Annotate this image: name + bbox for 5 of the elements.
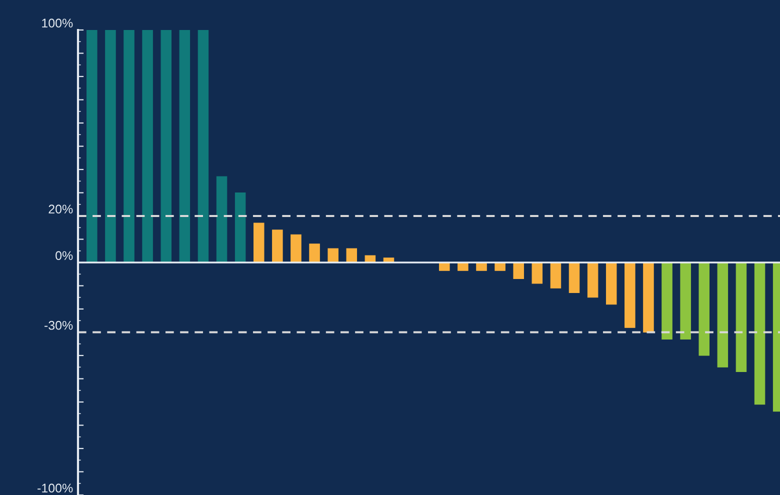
y-tick-label: 20% [48, 204, 73, 214]
y-tick-label: -30% [44, 320, 73, 330]
y-tick-label: -100% [38, 484, 73, 493]
y-tick-label: 100% [42, 18, 73, 28]
y-tick-label: 0% [56, 251, 73, 260]
